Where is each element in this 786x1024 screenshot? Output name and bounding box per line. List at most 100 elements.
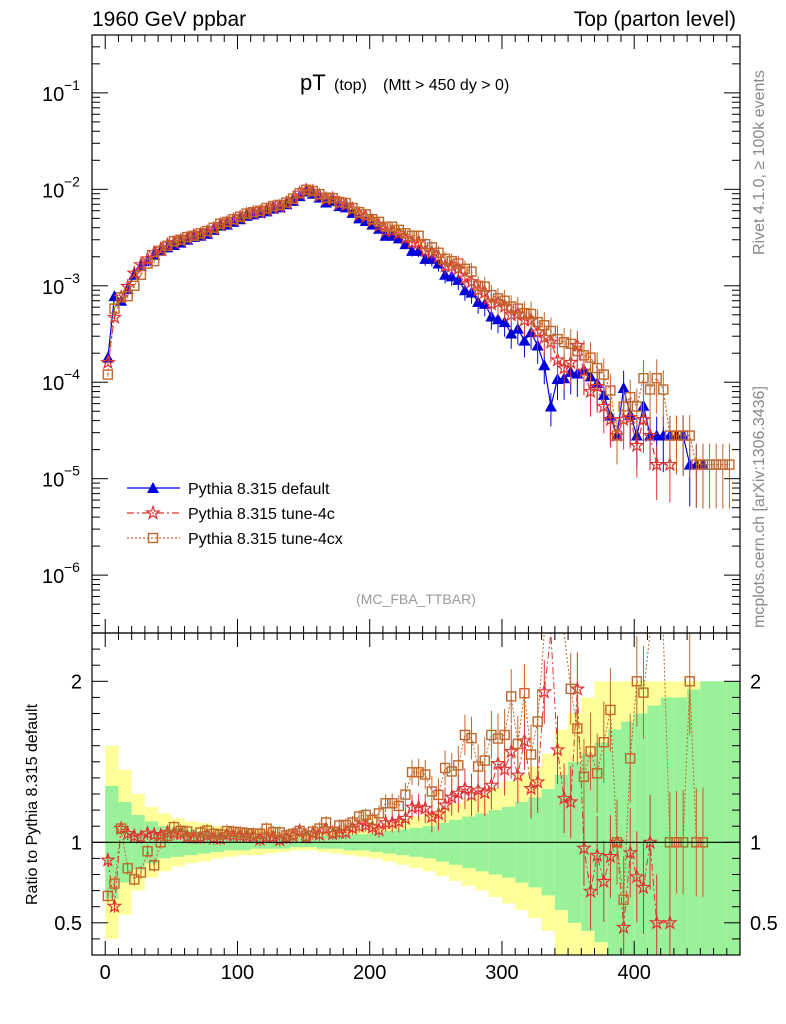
- data-point: [635, 411, 652, 427]
- ratio-point: [106, 897, 123, 913]
- ratio-point: [351, 817, 368, 834]
- data-point: [301, 184, 312, 195]
- band-green: [700, 681, 714, 955]
- data-point: [565, 338, 576, 350]
- ratio-point: [410, 798, 427, 815]
- data-point: [644, 384, 656, 395]
- ratio-point: [456, 780, 473, 796]
- data-point: [201, 225, 213, 237]
- ratio-point: [215, 829, 226, 840]
- band-green: [620, 721, 635, 955]
- ratio-uncertainty-bands: [105, 681, 740, 955]
- ratio-point: [562, 793, 579, 809]
- data-point: [307, 185, 319, 197]
- data-point: [602, 411, 619, 427]
- data-point: [99, 354, 116, 370]
- data-point: [267, 200, 279, 212]
- ratio-point: [496, 761, 513, 777]
- data-point: [215, 218, 226, 229]
- data-point: [664, 430, 676, 441]
- data-point: [479, 281, 490, 292]
- data-point: [234, 211, 246, 222]
- ratio-point: [605, 704, 616, 716]
- data-point: [591, 362, 603, 374]
- ratio-point: [129, 874, 140, 885]
- ratio-point: [168, 821, 180, 833]
- ratio-point: [393, 800, 405, 812]
- data-point: [545, 325, 557, 337]
- ratio-point: [397, 810, 414, 826]
- ratio-point: [102, 890, 114, 902]
- data-point: [506, 301, 517, 312]
- data-point: [168, 235, 180, 247]
- ratio-y-tick-label-right: 2: [750, 671, 761, 693]
- data-point: [598, 369, 609, 380]
- ratio-point: [142, 846, 153, 857]
- ratio-point: [595, 873, 612, 889]
- band-green: [713, 681, 727, 955]
- ratio-point: [182, 826, 193, 837]
- ratio-point: [466, 732, 477, 744]
- ratio-point: [135, 867, 147, 878]
- data-point: [221, 216, 233, 228]
- data-point: [294, 188, 305, 199]
- ratio-line: [107, 632, 670, 928]
- ratio-y-tick-label-right: 0.5: [750, 913, 778, 935]
- data-point: [353, 206, 365, 218]
- data-point: [182, 231, 193, 243]
- ratio-point: [132, 828, 149, 844]
- ratio-y-tick-label-left: 0.5: [54, 913, 82, 935]
- series-line: [107, 189, 730, 466]
- data-point: [611, 430, 623, 441]
- ratio-point: [347, 817, 358, 828]
- legend-marker: [147, 482, 159, 493]
- ratio-point: [314, 823, 325, 834]
- ratio-point: [146, 826, 163, 842]
- ratio-y-tick-label-left: 1: [71, 832, 82, 854]
- main-series: [99, 181, 735, 509]
- y-tick-exponent: −3: [64, 270, 80, 286]
- data-point: [658, 384, 669, 395]
- ratio-point: [556, 790, 573, 806]
- ratio-point: [499, 729, 510, 741]
- ratio-point: [357, 816, 374, 832]
- ratio-point: [512, 738, 524, 750]
- legend: Pythia 8.315 default Pythia 8.315 tune-4c…: [127, 481, 343, 548]
- data-point: [631, 401, 643, 412]
- ratio-point: [201, 825, 213, 836]
- ratio-point: [417, 800, 434, 816]
- ratio-point: [565, 683, 576, 695]
- ratio-point: [572, 723, 583, 734]
- ratio-point: [470, 781, 487, 798]
- ratio-point: [472, 761, 484, 772]
- band-green: [726, 681, 740, 955]
- data-point: [106, 309, 123, 325]
- ratio-point: [115, 823, 127, 834]
- data-point: [274, 199, 285, 211]
- y-tick-exponent: −4: [64, 366, 80, 382]
- data-point: [629, 437, 645, 453]
- band-green: [660, 697, 674, 955]
- ratio-point: [625, 753, 636, 764]
- ratio-point: [353, 811, 365, 822]
- data-point: [433, 247, 444, 258]
- ratio-point: [437, 796, 454, 812]
- data-point: [466, 266, 477, 277]
- ratio-point: [261, 823, 272, 834]
- y-tick-exponent: −2: [64, 173, 80, 189]
- data-point: [254, 205, 266, 216]
- y-tick-exponent: −1: [64, 77, 80, 93]
- data-point: [439, 253, 451, 265]
- data-point: [241, 208, 252, 219]
- data-point: [148, 255, 160, 267]
- ratio-point: [529, 773, 546, 789]
- ratio-point: [476, 784, 493, 800]
- ratio-point: [367, 814, 378, 826]
- ratio-point: [635, 879, 652, 895]
- data-point: [195, 228, 206, 239]
- analysis-label: (MC_FBA_TTBAR): [356, 591, 476, 607]
- data-point: [393, 224, 405, 236]
- data-point: [367, 214, 378, 225]
